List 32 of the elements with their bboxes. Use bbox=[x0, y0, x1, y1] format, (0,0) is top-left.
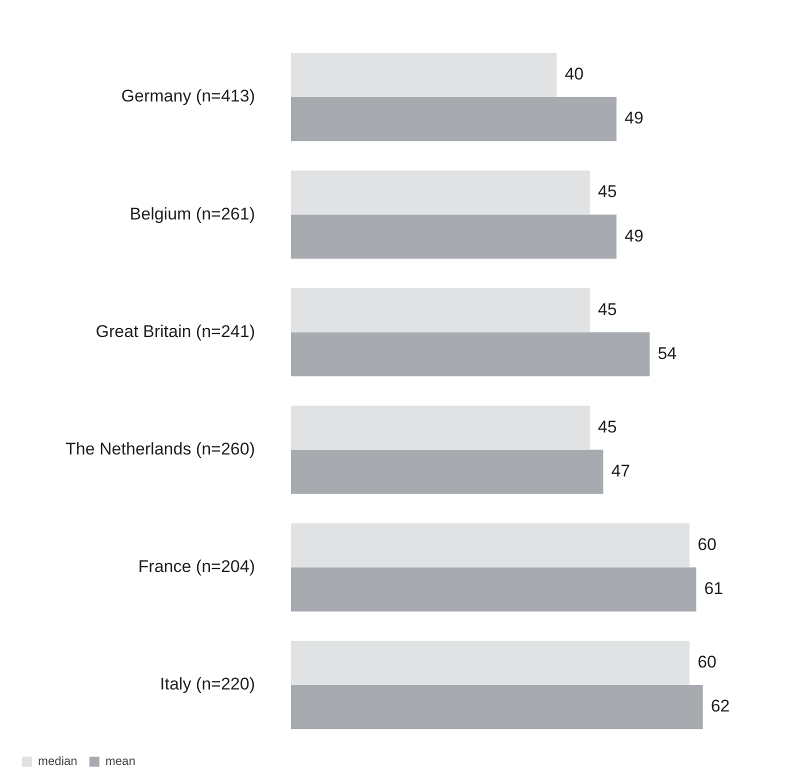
legend-label: mean bbox=[105, 754, 136, 768]
legend-label: median bbox=[38, 754, 78, 768]
bar bbox=[291, 288, 590, 332]
bar bbox=[291, 450, 604, 494]
bar bbox=[291, 640, 690, 685]
data-label: 62 bbox=[710, 696, 730, 716]
data-label: 49 bbox=[624, 108, 644, 128]
data-label: 40 bbox=[564, 64, 584, 84]
bar bbox=[291, 52, 557, 97]
data-label: 61 bbox=[704, 579, 724, 598]
data-label: 45 bbox=[598, 182, 617, 202]
data-label: 45 bbox=[598, 417, 617, 436]
data-label: 45 bbox=[598, 300, 617, 319]
bar bbox=[291, 567, 696, 612]
bar bbox=[291, 523, 690, 568]
bar bbox=[291, 214, 616, 259]
data-label: 60 bbox=[698, 535, 716, 554]
y-tick-label: France (n=204) bbox=[138, 557, 255, 576]
y-tick-label: Italy (n=220) bbox=[160, 674, 255, 694]
bar bbox=[291, 406, 590, 450]
y-tick-label: Belgium (n=261) bbox=[130, 204, 255, 224]
bar bbox=[291, 332, 650, 376]
y-tick-label: Germany (n=413) bbox=[121, 86, 255, 106]
bar bbox=[291, 97, 616, 142]
data-label: 47 bbox=[611, 462, 630, 481]
data-label: 49 bbox=[624, 226, 644, 246]
bar bbox=[291, 685, 703, 730]
data-label: 54 bbox=[658, 344, 677, 363]
y-tick-label: Great Britain (n=241) bbox=[96, 322, 255, 341]
y-tick-label: The Netherlands (n=260) bbox=[66, 439, 255, 458]
bar bbox=[291, 170, 590, 215]
data-label: 60 bbox=[698, 652, 716, 672]
